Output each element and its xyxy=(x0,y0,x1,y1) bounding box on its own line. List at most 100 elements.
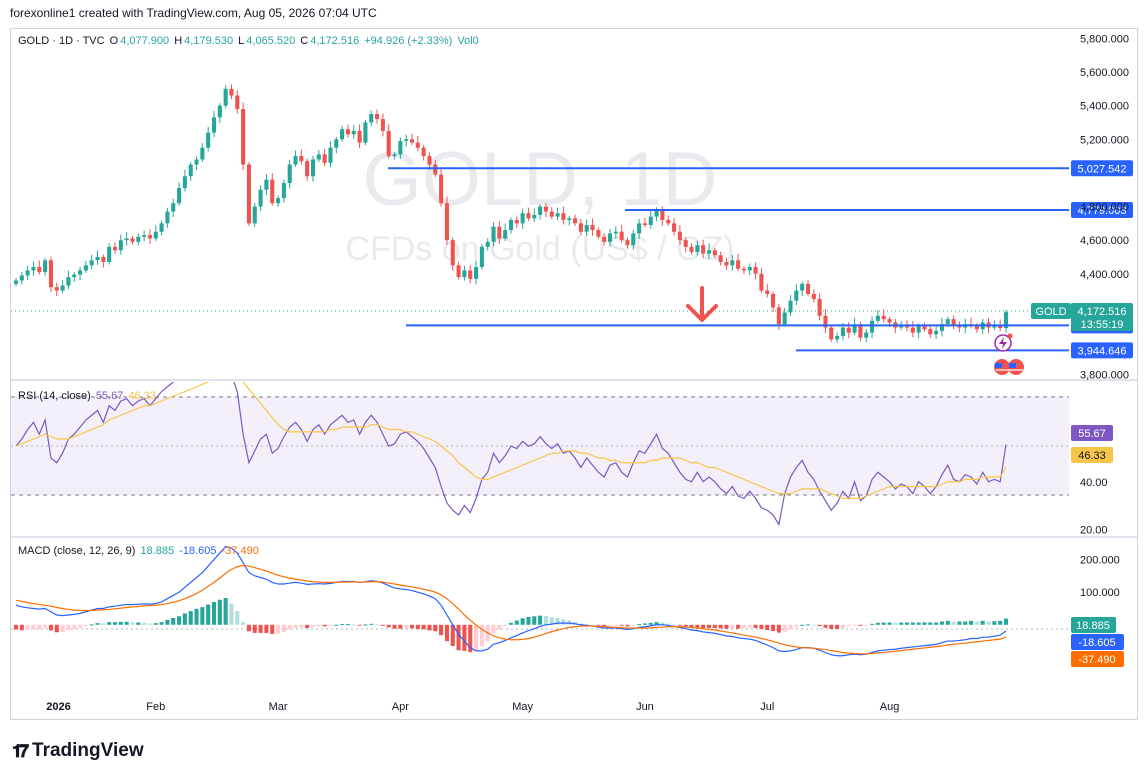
candle[interactable] xyxy=(631,233,636,246)
candle[interactable] xyxy=(398,140,403,155)
candle[interactable] xyxy=(281,182,286,199)
candle[interactable] xyxy=(392,154,397,157)
candle[interactable] xyxy=(328,147,333,163)
candle[interactable] xyxy=(596,230,601,237)
candle[interactable] xyxy=(369,114,374,123)
rsi-ma-line[interactable] xyxy=(15,375,1007,499)
candle[interactable] xyxy=(782,312,787,325)
candle[interactable] xyxy=(357,130,362,143)
candle[interactable] xyxy=(875,315,880,321)
candle[interactable] xyxy=(83,265,88,271)
candle[interactable] xyxy=(753,267,758,274)
candle[interactable] xyxy=(171,203,176,212)
candle[interactable] xyxy=(683,240,688,247)
candle[interactable] xyxy=(718,255,723,262)
candle[interactable] xyxy=(945,319,950,325)
candle[interactable] xyxy=(666,219,671,224)
us-flag-event-icon[interactable] xyxy=(994,359,1024,375)
candle[interactable] xyxy=(264,179,269,190)
candle[interactable] xyxy=(450,240,455,266)
candle[interactable] xyxy=(642,223,647,226)
candle[interactable] xyxy=(107,246,112,262)
candle[interactable] xyxy=(776,307,781,325)
candle[interactable] xyxy=(957,325,962,328)
candle[interactable] xyxy=(771,293,776,308)
candle[interactable] xyxy=(549,211,554,217)
candle[interactable] xyxy=(625,240,630,246)
candle[interactable] xyxy=(334,139,339,148)
candle[interactable] xyxy=(724,262,729,266)
candle[interactable] xyxy=(54,287,59,291)
candle[interactable] xyxy=(246,164,251,224)
candle[interactable] xyxy=(194,159,199,165)
candle[interactable] xyxy=(497,226,502,239)
candle[interactable] xyxy=(316,154,321,160)
candle[interactable] xyxy=(474,267,479,279)
candle[interactable] xyxy=(130,238,135,242)
candle[interactable] xyxy=(695,245,700,252)
candle[interactable] xyxy=(43,260,48,273)
candle[interactable] xyxy=(998,325,1003,329)
candle[interactable] xyxy=(409,139,415,143)
candle[interactable] xyxy=(177,188,182,204)
candle[interactable] xyxy=(835,335,840,340)
candle[interactable] xyxy=(270,179,275,204)
candle[interactable] xyxy=(142,235,147,237)
rsi-line[interactable] xyxy=(15,361,1007,527)
candle[interactable] xyxy=(462,270,467,278)
candle[interactable] xyxy=(736,260,741,269)
candle[interactable] xyxy=(322,154,327,163)
candle[interactable] xyxy=(648,216,653,226)
candle[interactable] xyxy=(916,325,921,333)
candle[interactable] xyxy=(136,236,141,242)
candle[interactable] xyxy=(899,325,904,328)
candle[interactable] xyxy=(78,270,83,275)
candle[interactable] xyxy=(433,164,438,175)
candle[interactable] xyxy=(584,225,589,232)
down-arrow-annotation[interactable] xyxy=(686,286,718,322)
candle[interactable] xyxy=(829,327,834,340)
candle[interactable] xyxy=(677,231,682,241)
lightning-event-icon[interactable] xyxy=(994,333,1013,352)
candle[interactable] xyxy=(479,246,484,268)
rsi-legend[interactable]: RSI (14, close) 55.67 46.33 xyxy=(18,390,158,402)
candle[interactable] xyxy=(794,290,799,301)
candle[interactable] xyxy=(380,119,385,131)
candle[interactable] xyxy=(415,142,420,148)
candle[interactable] xyxy=(934,330,939,335)
candle[interactable] xyxy=(590,225,595,231)
candle[interactable] xyxy=(60,285,65,291)
candle[interactable] xyxy=(747,267,752,271)
candle[interactable] xyxy=(375,114,380,120)
candle[interactable] xyxy=(235,95,240,110)
candle[interactable] xyxy=(765,290,770,294)
candle[interactable] xyxy=(555,213,560,217)
candle[interactable] xyxy=(439,174,444,204)
candle[interactable] xyxy=(305,161,310,177)
candle[interactable] xyxy=(759,273,764,291)
candle[interactable] xyxy=(503,230,508,239)
candle[interactable] xyxy=(340,129,345,140)
candle[interactable] xyxy=(904,325,910,328)
candle[interactable] xyxy=(1003,312,1009,329)
candle[interactable] xyxy=(206,132,211,148)
candle[interactable] xyxy=(345,129,350,135)
candle[interactable] xyxy=(613,231,618,234)
candle[interactable] xyxy=(468,270,473,279)
candle[interactable] xyxy=(922,325,927,330)
candle[interactable] xyxy=(287,164,292,183)
candle[interactable] xyxy=(25,270,30,276)
candle[interactable] xyxy=(217,105,222,118)
candle[interactable] xyxy=(89,260,94,266)
candle[interactable] xyxy=(543,206,548,212)
candle[interactable] xyxy=(701,245,706,254)
candle[interactable] xyxy=(689,246,694,252)
candle[interactable] xyxy=(928,329,933,335)
candle[interactable] xyxy=(427,156,432,165)
candle[interactable] xyxy=(37,267,42,273)
candle[interactable] xyxy=(514,219,519,224)
tradingview-logo[interactable]: 𝟏𝟕 TradingView xyxy=(12,740,144,762)
candle[interactable] xyxy=(887,319,892,323)
candle[interactable] xyxy=(992,325,997,328)
